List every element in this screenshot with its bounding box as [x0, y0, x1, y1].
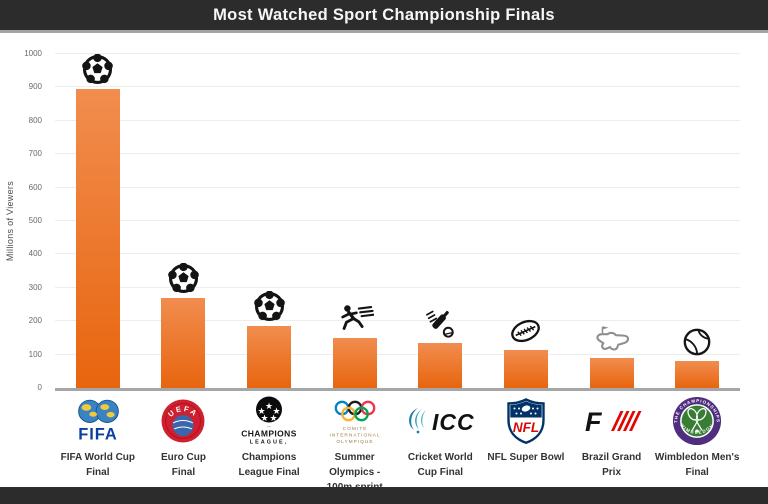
y-tick-label: 100 — [28, 349, 42, 359]
wimbledon-logo: THE CHAMPIONSHIPS WIMBLEDON — [672, 394, 722, 448]
league-wordmark: LEAGUE, — [250, 440, 288, 446]
svg-text:★: ★ — [265, 401, 273, 411]
bar-brazil-grand-prix — [589, 357, 634, 388]
icc-wordmark: ICC — [432, 409, 475, 435]
legend-olympics: COMITÉ INTERNATIONAL OLYMPIQUE Summer Olym… — [312, 394, 398, 495]
y-tick-label: 800 — [28, 115, 42, 125]
page-title: Most Watched Sport Championship Finals — [213, 5, 555, 24]
olympics-text-line3: OLYMPIQUE — [336, 439, 373, 445]
y-tick-label: 1000 — [24, 49, 42, 58]
bar-wimbledon — [675, 361, 720, 388]
column-cricket-world-cup — [398, 54, 484, 388]
soccer-ball-icon — [82, 54, 114, 85]
column-olympics-100m — [312, 54, 398, 388]
bar-cricket-world-cup — [418, 342, 463, 388]
olympics-text-line2: INTERNATIONAL — [329, 433, 380, 439]
category-label: Brazil Grand Prix — [581, 452, 642, 478]
gridline — [55, 253, 740, 255]
column-champions-league — [226, 54, 312, 388]
category-label: NFL Super Bowl — [487, 452, 565, 463]
champions-league-logo: ★ ★ ★ ★ ★ ⭑⭑ CHAMPIONS LEAGUE, — [234, 394, 304, 448]
gridline — [55, 286, 740, 288]
column-brazil-grand-prix — [569, 54, 655, 388]
sprinter-icon — [336, 303, 374, 334]
y-tick-label: 600 — [28, 182, 42, 192]
column-wimbledon — [654, 54, 740, 388]
category-label: Euro Cup Final — [160, 452, 206, 478]
column-super-bowl — [483, 54, 569, 388]
svg-text:★: ★ — [261, 413, 269, 423]
gridline — [55, 186, 740, 188]
column-fifa-world-cup — [55, 54, 141, 388]
y-tick-label: 0 — [37, 383, 42, 392]
olympics-text-line1: COMITÉ — [342, 425, 367, 432]
gridline — [55, 119, 740, 121]
gridline — [55, 353, 740, 355]
gridline — [55, 53, 740, 54]
category-legend: FIFA FIFA World Cup Final UEFA Euro Cup Fi… — [55, 394, 740, 495]
legend-f1: F Brazil Grand Prix — [569, 394, 655, 495]
gridline — [55, 320, 740, 322]
y-tick-label: 400 — [28, 249, 42, 259]
soccer-ball-icon — [168, 262, 199, 294]
gridline — [55, 220, 740, 221]
american-football-icon — [508, 316, 543, 346]
icc-logo: ICC — [404, 394, 476, 448]
nfl-shield-logo: NFL — [506, 394, 546, 448]
y-tick-label: 200 — [28, 316, 42, 326]
svg-text:⭑⭑: ⭑⭑ — [267, 425, 271, 429]
legend-champions-league: ★ ★ ★ ★ ★ ⭑⭑ CHAMPIONS LEAGUE, Champions League … — [226, 394, 312, 495]
y-axis: 0 100 200 300 400 500 600 700 800 900 1000 — [0, 49, 49, 392]
svg-text:★: ★ — [258, 406, 266, 416]
bar-euro-cup — [161, 297, 206, 388]
fifa-logo: FIFA — [67, 394, 129, 448]
formula-1-logo: F — [581, 394, 643, 448]
legend-fifa: FIFA FIFA World Cup Final — [55, 394, 141, 495]
header-bar: Most Watched Sport Championship Finals — [0, 0, 768, 33]
bar-super-bowl — [503, 349, 548, 388]
olympic-rings-logo: COMITÉ INTERNATIONAL OLYMPIQUE — [320, 394, 390, 448]
gridline — [55, 86, 740, 88]
category-label: Cricket World Cup Final — [407, 452, 473, 478]
tennis-ball-icon — [682, 327, 712, 357]
legend-wimbledon: THE CHAMPIONSHIPS WIMBLEDON Wimbledon Men… — [654, 394, 740, 495]
legend-icc: ICC Cricket World Cup Final — [398, 394, 484, 495]
fifa-wordmark: FIFA — [78, 425, 118, 443]
y-tick-label: 300 — [28, 282, 42, 292]
y-tick-label: 500 — [28, 216, 42, 225]
cricket-bat-and-ball-icon — [425, 308, 456, 339]
svg-text:★: ★ — [270, 413, 278, 423]
bar-olympics-100m — [332, 337, 377, 388]
bar-series — [55, 54, 740, 388]
bar-fifa-world-cup — [75, 89, 120, 388]
gridline — [55, 153, 740, 155]
y-tick-label: 700 — [28, 149, 42, 159]
category-label: Champions League Final — [238, 452, 300, 478]
category-label: Wimbledon Men's Final — [654, 452, 740, 478]
y-tick-label: 900 — [28, 82, 42, 92]
soccer-ball-icon — [253, 291, 285, 322]
column-euro-cup — [141, 54, 227, 388]
bar-champions-league — [247, 326, 292, 388]
footer-bar — [0, 487, 768, 504]
uefa-logo: UEFA — [160, 394, 206, 448]
svg-text:★: ★ — [273, 406, 281, 416]
f1-letter-f: F — [585, 407, 603, 436]
champions-wordmark: CHAMPIONS — [241, 429, 297, 439]
plot-area — [55, 53, 740, 391]
legend-nfl: NFL NFL Super Bowl — [483, 394, 569, 495]
nfl-wordmark: NFL — [513, 420, 539, 435]
legend-uefa: UEFA Euro Cup Final — [141, 394, 227, 495]
race-track-icon — [591, 323, 633, 354]
category-label: FIFA World Cup Final — [60, 452, 136, 478]
